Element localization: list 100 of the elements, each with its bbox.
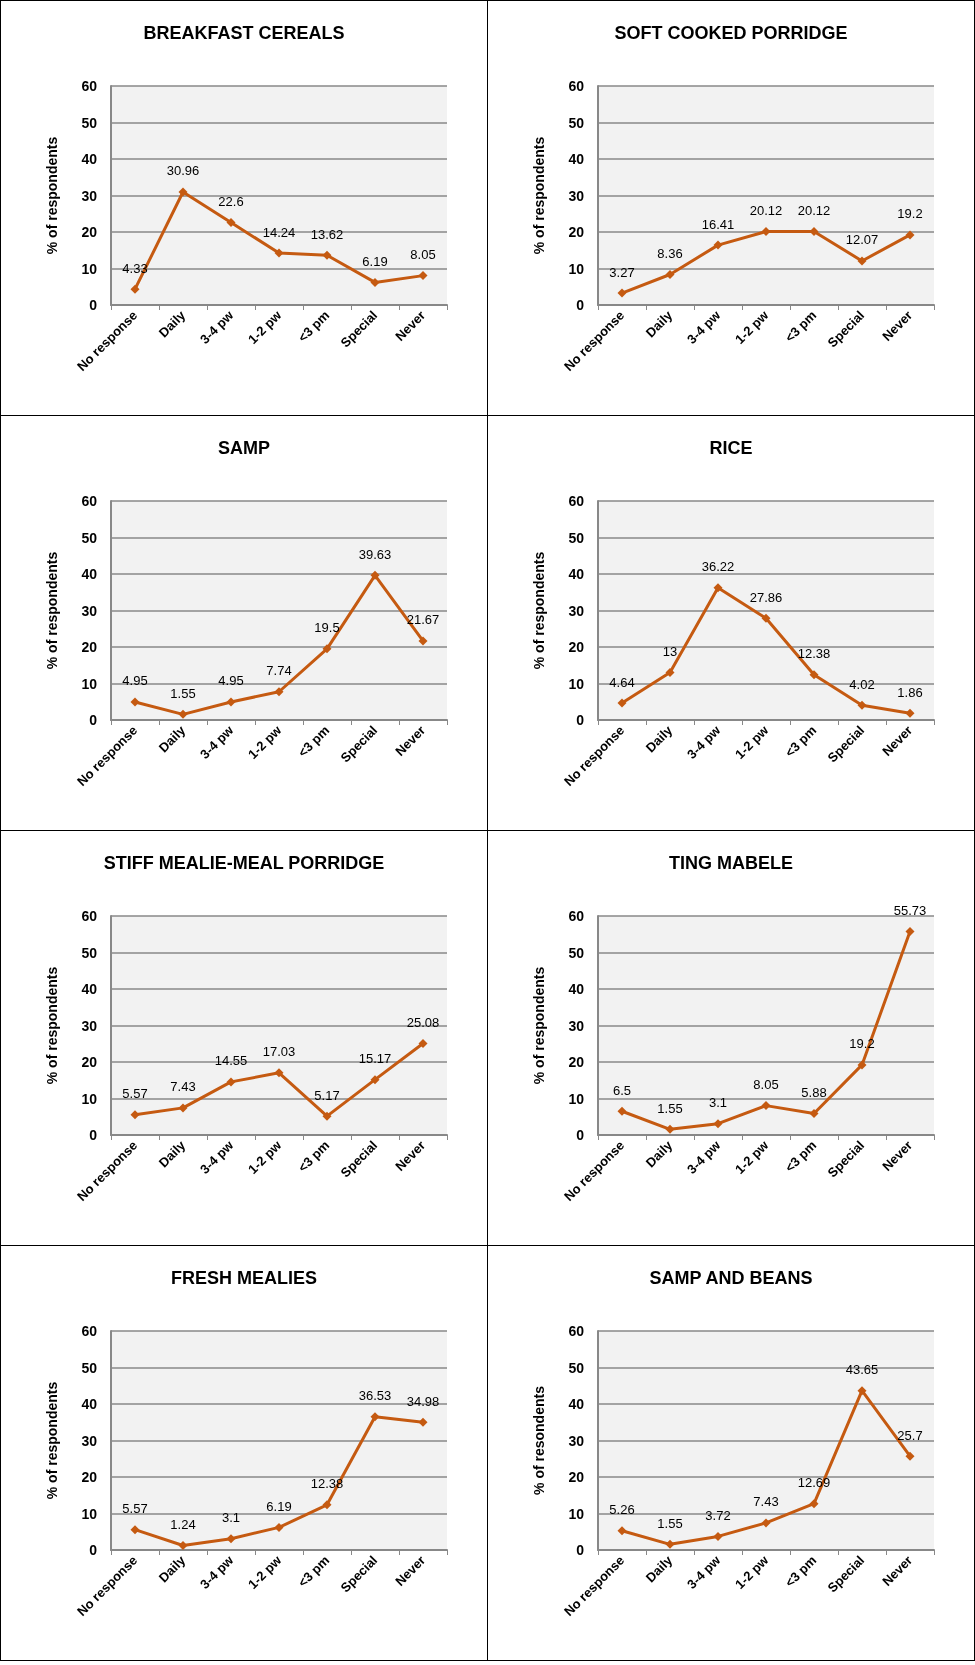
y-tick-label: 0 (576, 297, 585, 313)
data-label: 7.74 (266, 663, 292, 679)
data-label: 20.12 (797, 203, 831, 219)
y-tick-label: 60 (568, 1323, 585, 1339)
point (857, 1060, 867, 1070)
y-tick-label: 30 (568, 1017, 585, 1034)
data-label: 3.27 (609, 264, 635, 280)
y-axis-title: % of resondents (531, 1385, 547, 1495)
point (130, 1110, 140, 1120)
data-label: 13 (662, 644, 678, 660)
y-tick-label: 50 (81, 529, 98, 546)
data-label: 6.19 (362, 253, 388, 269)
data-label: 4.95 (122, 673, 148, 689)
y-tick-label: 40 (81, 566, 98, 582)
y-axis-title: % of respondents (531, 136, 547, 255)
point (665, 1539, 675, 1549)
x-tick-label: <3 pm (781, 1137, 820, 1176)
y-tick-label: 0 (576, 712, 585, 728)
point (178, 187, 188, 197)
data-label: 3.1 (221, 1510, 241, 1526)
point (370, 1412, 380, 1422)
data-label: 8.05 (753, 1077, 779, 1093)
y-axis-title: % of respondents (44, 1381, 60, 1500)
point (178, 709, 188, 719)
point (713, 240, 723, 250)
chart-title: BREAKFAST CEREALS (143, 23, 345, 43)
y-tick-label: 30 (81, 1432, 98, 1449)
y-tick-label: 40 (568, 151, 585, 167)
x-tick-label: 1-2 pw (245, 1552, 285, 1592)
x-tick-label: <3 pm (781, 1552, 820, 1591)
x-tick-label: 3-4 pw (684, 1137, 724, 1177)
point (713, 1531, 723, 1541)
y-tick-label: 30 (568, 1432, 585, 1449)
point (322, 644, 332, 654)
point (370, 1075, 380, 1085)
y-tick-label: 40 (81, 151, 98, 167)
y-tick-label: 10 (568, 1505, 585, 1522)
data-label: 15.17 (358, 1051, 392, 1067)
y-tick-label: 40 (568, 981, 585, 997)
data-label: 20.12 (749, 203, 783, 219)
y-tick-label: 50 (568, 529, 585, 546)
data-label: 30.96 (166, 163, 200, 179)
data-label: 5.26 (609, 1502, 635, 1518)
y-tick-label: 10 (568, 1090, 585, 1107)
point (370, 570, 380, 580)
y-axis-title: % of respondents (44, 136, 60, 255)
y-tick-label: 10 (568, 675, 585, 692)
x-tick-label: 3-4 pw (684, 307, 724, 347)
data-label: 12.07 (845, 232, 879, 248)
point (713, 1119, 723, 1129)
y-tick-label: 50 (568, 114, 585, 131)
data-label: 1.55 (657, 1515, 683, 1531)
y-tick-label: 30 (568, 602, 585, 619)
y-tick-label: 0 (576, 1542, 585, 1558)
x-tick-label: 1-2 pw (245, 722, 285, 762)
point (322, 1111, 332, 1121)
point (905, 927, 915, 937)
data-label: 5.88 (801, 1085, 827, 1101)
data-label: 7.43 (170, 1079, 196, 1095)
y-tick-label: 40 (568, 566, 585, 582)
y-tick-label: 20 (81, 639, 98, 655)
y-tick-label: 20 (568, 224, 585, 240)
y-tick-label: 60 (81, 493, 98, 509)
x-tick-label: 3-4 pw (197, 307, 237, 347)
point (809, 670, 819, 680)
data-label: 5.17 (314, 1087, 340, 1103)
chart-title: SAMP (217, 438, 271, 458)
point (178, 1103, 188, 1113)
point (274, 1522, 284, 1532)
y-tick-label: 0 (89, 1127, 98, 1143)
point (370, 277, 380, 287)
chart-title: FRESH MEALIES (170, 1268, 318, 1288)
x-tick-label: 3-4 pw (197, 1552, 237, 1592)
y-tick-label: 30 (81, 187, 98, 204)
data-label: 6.19 (266, 1498, 292, 1514)
chart-title: RICE (709, 438, 753, 458)
point (713, 583, 723, 593)
data-label: 16.41 (701, 216, 735, 232)
x-tick-label: 1-2 pw (732, 1552, 772, 1592)
y-tick-label: 30 (81, 602, 98, 619)
point (274, 1068, 284, 1078)
y-tick-label: 50 (81, 1359, 98, 1376)
data-label: 25.08 (406, 1014, 440, 1030)
y-tick-label: 20 (81, 1469, 98, 1485)
data-label: 3.72 (705, 1507, 731, 1523)
point (761, 613, 771, 623)
point (665, 1124, 675, 1134)
data-label: 36.53 (358, 1388, 392, 1404)
y-tick-label: 50 (568, 944, 585, 961)
data-label: 4.95 (218, 673, 244, 689)
data-label: 36.22 (701, 559, 735, 575)
point (905, 1451, 915, 1461)
chart-title: TING MABELE (669, 853, 793, 873)
point (226, 218, 236, 228)
point (322, 1500, 332, 1510)
point (322, 250, 332, 260)
data-label: 34.98 (406, 1393, 440, 1409)
data-label: 55.73 (893, 903, 927, 919)
y-axis-title: % of respondents (531, 966, 547, 1085)
chart-title: STIFF MEALIE-MEAL PORRIDGE (103, 853, 385, 873)
